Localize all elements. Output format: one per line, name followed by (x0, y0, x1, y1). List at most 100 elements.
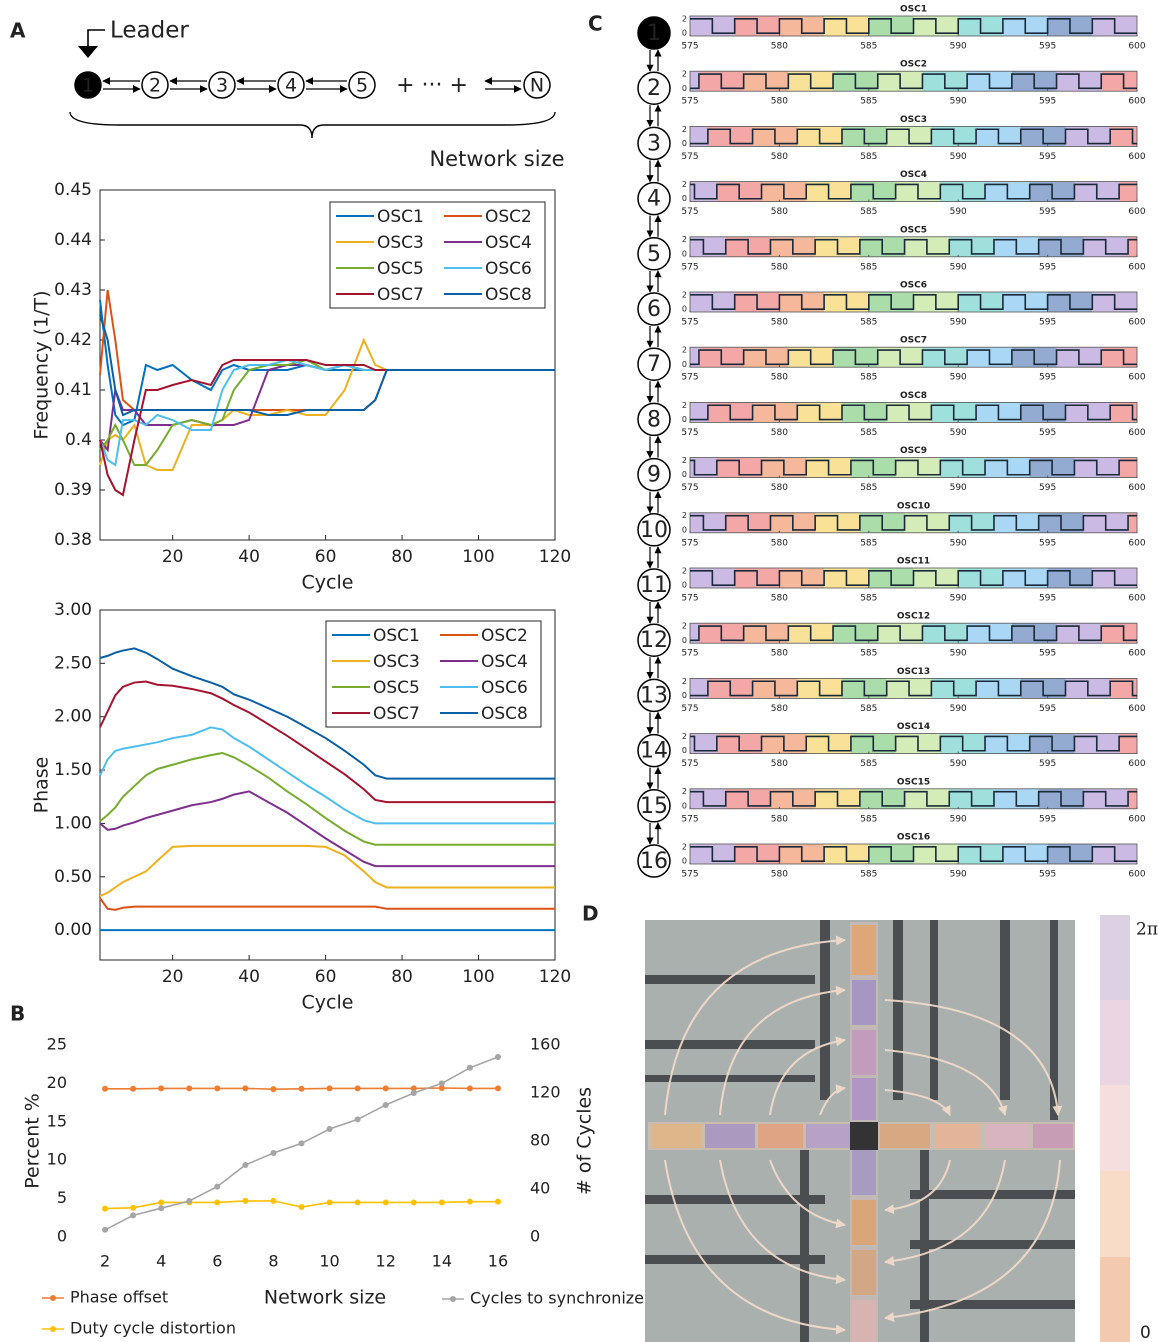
point (354, 1116, 361, 1123)
x-tick-label: 590 (950, 152, 967, 162)
point (102, 1205, 109, 1212)
waveform (690, 735, 1137, 752)
waveform (690, 183, 1137, 200)
series-line (99, 680, 555, 804)
node (348, 71, 376, 99)
x-tick-label: 600 (1128, 152, 1145, 162)
strip-frame (689, 70, 1138, 92)
strip-frame (689, 622, 1138, 644)
x-tick-label: 580 (771, 318, 788, 328)
x-tick-label: 585 (860, 428, 877, 438)
waveform (690, 294, 1137, 310)
x-tick-label: 590 (950, 704, 967, 714)
node-label: 1 (82, 75, 94, 97)
x-tick-label: 16 (488, 1252, 508, 1271)
x-tick-label: 585 (860, 42, 877, 52)
waveform (690, 404, 1137, 421)
x-tick-label: 575 (681, 483, 698, 493)
phase-band (690, 181, 717, 202)
y-tick-label: 2 (682, 456, 687, 465)
x-axis-label: Cycle (302, 992, 354, 1014)
y-tick-label: 3.00 (54, 600, 92, 620)
node (637, 181, 671, 216)
panel-letter: A (10, 19, 26, 43)
node-label: 4 (647, 187, 661, 212)
y-tick-label: 2 (682, 732, 687, 741)
y-tick-label: 0 (682, 746, 687, 755)
x-tick-label: 575 (681, 42, 698, 52)
y-tick-label: 2.50 (54, 653, 92, 673)
series-line (99, 751, 555, 846)
strip-title: OSC5 (900, 225, 927, 235)
x-tick-label: 575 (681, 704, 698, 714)
point (158, 1205, 165, 1212)
node-label: 7 (647, 352, 661, 377)
y-tick-label: 0 (682, 305, 687, 314)
strip-title: OSC16 (897, 833, 930, 843)
x-tick-label: 575 (681, 152, 698, 162)
x-tick-label: 585 (860, 483, 877, 493)
series-line (99, 790, 555, 868)
point (326, 1126, 333, 1132)
x-tick-label: 575 (681, 97, 698, 107)
y-tick-label: 20 (47, 1073, 67, 1092)
series-line (99, 647, 555, 780)
series-line (99, 314, 555, 417)
x-tick-label: 595 (1039, 594, 1056, 604)
strip-title: OSC7 (900, 336, 927, 346)
x-tick-label: 575 (681, 428, 698, 438)
y-tick-label: 0.50 (54, 867, 92, 887)
y-tick-label: 0 (682, 581, 687, 590)
node (141, 71, 169, 99)
node (74, 71, 102, 99)
x-tick-label: 590 (950, 759, 967, 769)
phase-band (1101, 623, 1137, 644)
y-axis-label: Percent % (22, 1093, 44, 1189)
x-tick-label: 580 (771, 594, 788, 604)
series-line (99, 359, 555, 497)
phase-band (690, 623, 699, 644)
x-tick-label: 14 (432, 1252, 452, 1271)
phase-band (1119, 457, 1137, 478)
x-tick-label: 8 (268, 1252, 278, 1271)
legend-label: OSC4 (485, 233, 532, 253)
x-tick-label: 100 (462, 967, 494, 987)
point (158, 1085, 165, 1092)
legend-label: OSC5 (377, 259, 424, 279)
x-tick-label: 600 (1128, 483, 1145, 493)
y-tick-label: 0.4 (65, 430, 92, 450)
y-tick-label: 2 (682, 677, 687, 686)
phase-band (690, 457, 717, 478)
node-label: 16 (640, 849, 668, 874)
point (466, 1198, 473, 1205)
point (354, 1085, 361, 1092)
x-tick-label: 580 (771, 759, 788, 769)
y-tick-label: 2 (682, 566, 687, 575)
x-tick-label: 120 (539, 967, 571, 987)
x-tick-label: 590 (950, 594, 967, 604)
strip-frame (689, 15, 1138, 37)
node-label: 1 (647, 21, 661, 46)
x-tick-label: 595 (1039, 207, 1056, 217)
y-tick-label: 0 (682, 525, 687, 534)
y-tick-label: 0.42 (54, 330, 92, 350)
phase-band (690, 71, 699, 92)
point (102, 1226, 109, 1233)
x-tick-label: 580 (771, 97, 788, 107)
y-tick-label: 0 (682, 470, 687, 479)
node-label: 5 (356, 75, 368, 97)
y2-tick-label: 40 (530, 1179, 550, 1198)
x-tick-label: 595 (1039, 318, 1056, 328)
waveform (690, 846, 1137, 862)
y-tick-label: 2 (682, 70, 687, 79)
waveform (690, 514, 1137, 531)
x-tick-label: 80 (391, 967, 413, 987)
point (270, 1086, 277, 1093)
x-tick-label: 20 (162, 547, 184, 567)
x-tick-label: 120 (539, 547, 571, 567)
phase-band (690, 733, 717, 754)
node-label: N (530, 75, 544, 97)
x-tick-label: 595 (1039, 814, 1056, 824)
x-tick-label: 580 (771, 42, 788, 52)
strip-title: OSC8 (900, 391, 927, 401)
